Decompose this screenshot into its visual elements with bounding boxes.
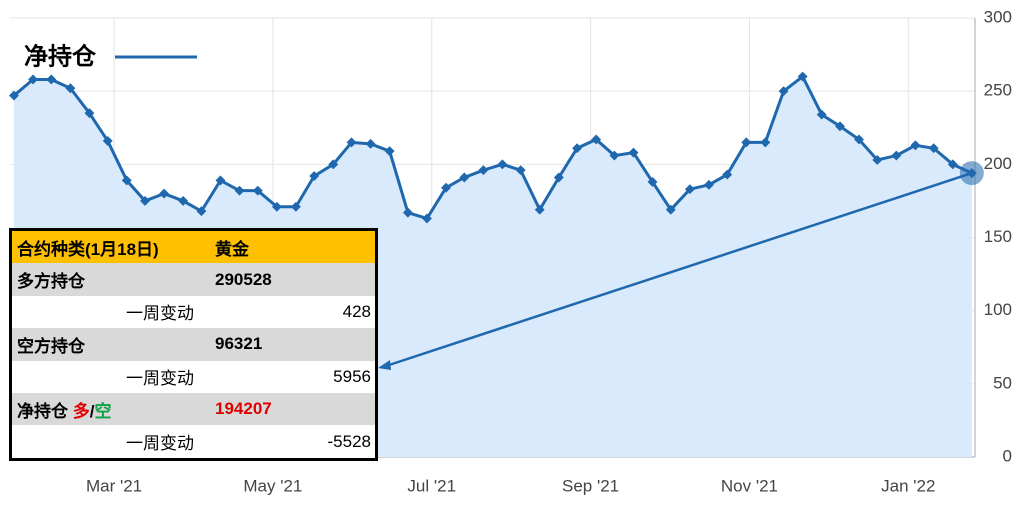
info-table: 合约种类(1月18日) 黄金多方持仓 290528 一周变动 428 空方持仓 96321 一… <box>9 228 378 461</box>
arrow-head <box>378 360 391 370</box>
marker <box>647 176 658 187</box>
marker <box>178 195 189 206</box>
label-cell: 多方持仓 <box>17 272 85 292</box>
table-row: 多方持仓 290528 <box>12 263 375 296</box>
marker <box>910 140 921 151</box>
header-cell: 黄金 <box>215 239 249 259</box>
arrow <box>385 171 973 368</box>
label-cell: 空方持仓 <box>17 336 85 356</box>
marker <box>441 182 451 193</box>
marker <box>534 204 545 215</box>
x-tick-label: May '21 <box>243 476 302 495</box>
marker <box>309 171 320 181</box>
marker <box>384 146 395 157</box>
header-cell: 合约种类(1月18日) <box>17 239 159 259</box>
marker <box>947 159 958 170</box>
marker <box>497 159 508 170</box>
x-tick-label: Mar '21 <box>86 476 142 495</box>
value-cell: 5956 <box>333 366 371 386</box>
marker <box>703 179 714 190</box>
marker <box>84 108 95 119</box>
x-tick-label: Jan '22 <box>881 476 935 495</box>
marker <box>816 109 827 120</box>
marker <box>65 83 76 94</box>
table-row: 空方持仓 96321 <box>12 328 375 361</box>
table-row: 净持仓 多/空 194207 <box>12 392 375 426</box>
marker <box>891 150 902 161</box>
legend-label: 净持仓 <box>24 42 97 70</box>
label-part: 净持仓 <box>17 401 73 421</box>
marker <box>854 134 864 145</box>
y-tick-label: 150 <box>984 227 1012 246</box>
marker <box>835 121 845 132</box>
y-tick-label: 0 <box>1003 446 1012 465</box>
value-cell: 428 <box>342 301 371 321</box>
marker <box>515 165 526 176</box>
marker <box>234 185 245 196</box>
marker <box>328 159 339 170</box>
table-row: 一周变动 5956 <box>12 360 375 393</box>
y-tick-label: 50 <box>993 373 1012 392</box>
marker <box>722 169 733 180</box>
value-cell: 194207 <box>215 399 272 419</box>
marker <box>402 207 413 218</box>
label-cell: 一周变动 <box>126 304 194 324</box>
marker <box>553 172 564 183</box>
label-part: 多 <box>72 401 90 421</box>
label-cell: 一周变动 <box>126 369 194 389</box>
y-tick-label: 250 <box>984 81 1012 100</box>
marker <box>778 86 789 97</box>
label-part: / <box>89 401 95 421</box>
marker <box>609 150 620 161</box>
marker <box>46 74 57 85</box>
marker <box>121 175 132 186</box>
marker <box>271 201 282 212</box>
marker <box>346 137 357 148</box>
value-cell: 96321 <box>215 334 263 354</box>
label-part: 空 <box>94 401 112 421</box>
marker <box>422 213 432 224</box>
y-tick-label: 200 <box>984 154 1012 173</box>
marker <box>365 138 376 149</box>
label-cell: 一周变动 <box>126 434 194 454</box>
table-header: 合约种类(1月18日) 黄金 <box>12 231 375 264</box>
marker <box>591 134 602 145</box>
marker <box>928 143 939 154</box>
marker <box>459 172 470 183</box>
marker <box>684 184 695 195</box>
y-tick-label: 100 <box>984 300 1012 319</box>
table-row: 一周变动 428 <box>12 295 375 329</box>
table-row: 一周变动 -5528 <box>12 425 375 458</box>
marker <box>628 147 639 158</box>
marker <box>665 204 676 215</box>
marker <box>102 135 113 146</box>
marker <box>872 154 883 165</box>
marker <box>741 137 752 148</box>
marker <box>215 175 226 186</box>
x-tick-label: Jul '21 <box>407 476 456 495</box>
marker <box>290 201 301 212</box>
marker <box>797 71 808 82</box>
marker <box>478 165 489 176</box>
x-tick-label: Sep '21 <box>562 476 619 495</box>
marker <box>196 206 207 217</box>
value-cell: 290528 <box>215 269 272 289</box>
marker <box>760 137 771 148</box>
value-cell: -5528 <box>327 431 371 451</box>
marker <box>159 188 170 199</box>
x-tick-label: Nov '21 <box>721 476 778 495</box>
marker <box>572 143 583 154</box>
marker <box>140 195 150 206</box>
line <box>13 74 973 221</box>
y-tick-label: 300 <box>984 7 1012 26</box>
label-cell: 净持仓 多/空 <box>17 397 111 422</box>
